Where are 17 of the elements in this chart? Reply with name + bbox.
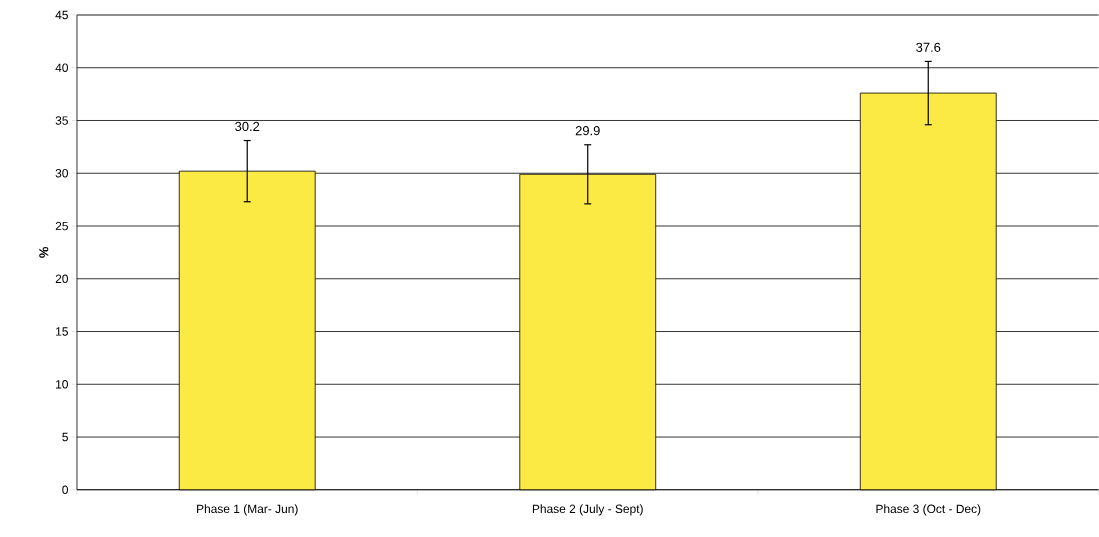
data-label: 30.2: [235, 121, 260, 132]
y-tick-label: 25: [55, 221, 68, 231]
y-axis-title: %: [39, 247, 49, 258]
x-tick-label: Phase 3 (Oct - Dec): [876, 504, 981, 516]
y-tick-label: 0: [62, 485, 68, 495]
y-tick-label: 35: [55, 116, 68, 125]
y-tick-label: 45: [55, 10, 68, 20]
y-tick-label: 10: [56, 380, 68, 389]
y-tick-label: 30: [55, 169, 68, 178]
data-label: 37.6: [916, 42, 941, 53]
data-label: 29.9: [575, 126, 600, 136]
y-tick-label: 40: [55, 63, 68, 73]
x-tick-label: Phase 2 (July - Sept): [532, 504, 643, 516]
y-tick-label: 5: [62, 432, 68, 442]
y-tick-label: 20: [55, 274, 68, 284]
y-tick-label: 15: [56, 327, 68, 336]
x-tick-label: Phase 1 (Mar- Jun): [197, 504, 298, 516]
